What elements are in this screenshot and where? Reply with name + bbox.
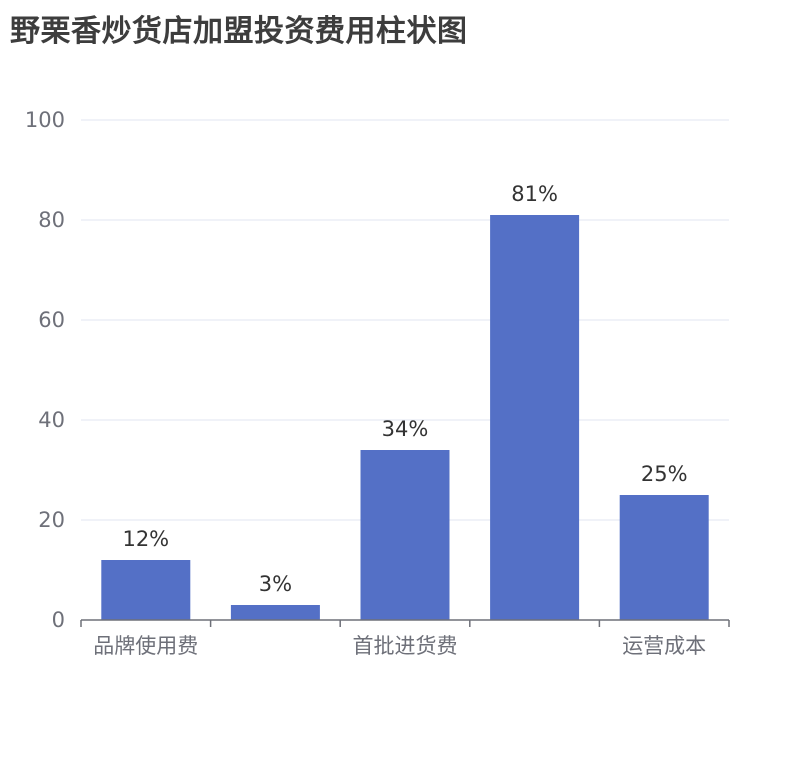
bar-value-label: 81%: [511, 182, 558, 206]
bar-value-label: 34%: [382, 417, 429, 441]
y-axis-ticks: 0 20 40 60 80 100: [25, 108, 65, 632]
bar: [101, 560, 191, 620]
x-axis-ticks: 品牌使用费 首批进货费 运营成本: [93, 634, 706, 658]
bar: [230, 605, 320, 620]
y-tick-label: 40: [38, 408, 65, 432]
x-tick-label: 运营成本: [622, 634, 706, 658]
bar: [360, 450, 450, 620]
data-labels: 12% 3% 34% 81% 25%: [122, 182, 687, 596]
x-tick-label: 首批进货费: [353, 634, 458, 658]
y-tick-label: 20: [38, 508, 65, 532]
bars: [101, 215, 709, 620]
x-tick-label: 品牌使用费: [93, 634, 198, 658]
bar-value-label: 12%: [122, 527, 169, 551]
bar: [619, 495, 709, 620]
bar: [490, 215, 580, 620]
chart-title: 野栗香炒货店加盟投资费用柱状图: [10, 14, 468, 49]
y-tick-label: 60: [38, 308, 65, 332]
bar-value-label: 3%: [259, 572, 292, 596]
x-axis: [80, 619, 730, 627]
bar-value-label: 25%: [641, 462, 688, 486]
y-tick-label: 0: [52, 608, 65, 632]
y-tick-label: 100: [25, 108, 65, 132]
y-tick-label: 80: [38, 208, 65, 232]
